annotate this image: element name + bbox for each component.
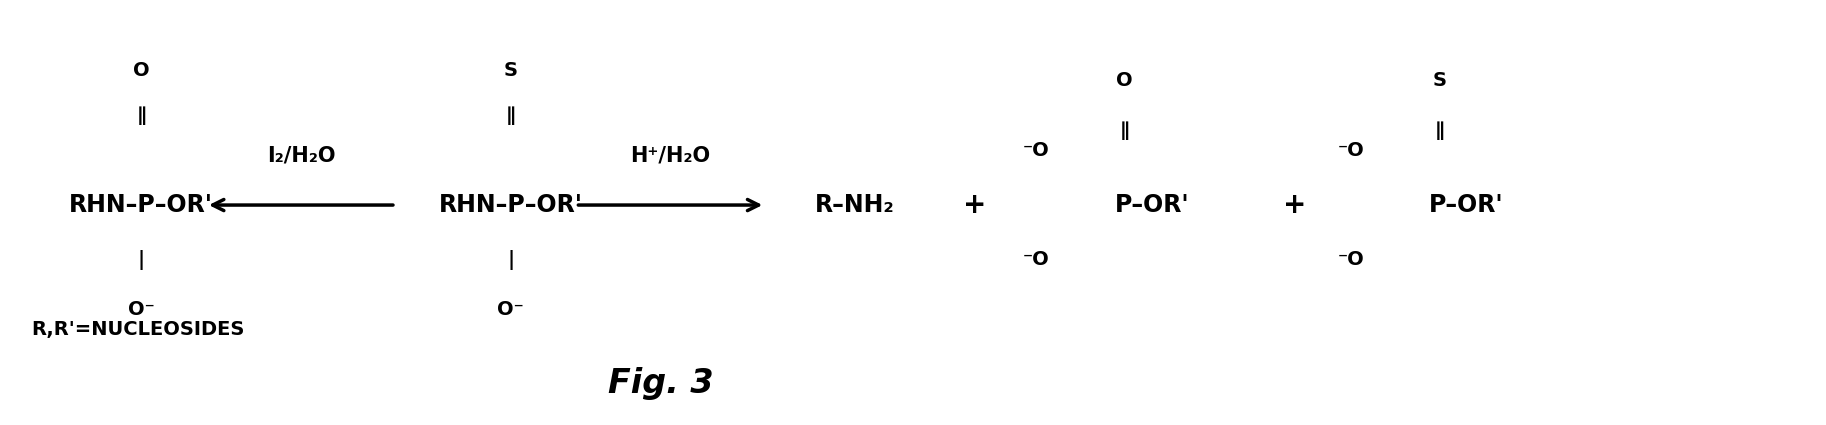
Text: P–OR': P–OR' (1430, 193, 1505, 217)
Text: O: O (133, 62, 150, 80)
Text: I₂/H₂O: I₂/H₂O (267, 145, 336, 165)
Text: +: + (964, 191, 986, 219)
Text: ∥: ∥ (1119, 121, 1130, 140)
Text: P–OR': P–OR' (1114, 193, 1189, 217)
Text: ∥: ∥ (506, 106, 515, 125)
Text: ⁻O: ⁻O (1338, 141, 1364, 160)
Text: ⁻O: ⁻O (1338, 250, 1364, 269)
Text: R,R'=NUCLEOSIDES: R,R'=NUCLEOSIDES (31, 320, 245, 339)
Text: O⁻: O⁻ (497, 300, 524, 319)
Text: ⁻O: ⁻O (1023, 141, 1050, 160)
Text: ∥: ∥ (137, 106, 146, 125)
Text: RHN–P–OR': RHN–P–OR' (69, 193, 214, 217)
Text: S: S (504, 62, 517, 80)
Text: S: S (1432, 71, 1446, 91)
Text: |: | (137, 250, 144, 270)
Text: H⁺/H₂O: H⁺/H₂O (630, 145, 710, 165)
Text: ∥: ∥ (1435, 121, 1444, 140)
Text: O⁻: O⁻ (128, 300, 155, 319)
Text: Fig. 3: Fig. 3 (608, 367, 714, 400)
Text: ⁻O: ⁻O (1023, 250, 1050, 269)
Text: |: | (508, 250, 515, 270)
Text: R–NH₂: R–NH₂ (814, 193, 895, 217)
Text: +: + (1282, 191, 1306, 219)
Text: RHN–P–OR': RHN–P–OR' (438, 193, 582, 217)
Text: O: O (1116, 71, 1132, 91)
